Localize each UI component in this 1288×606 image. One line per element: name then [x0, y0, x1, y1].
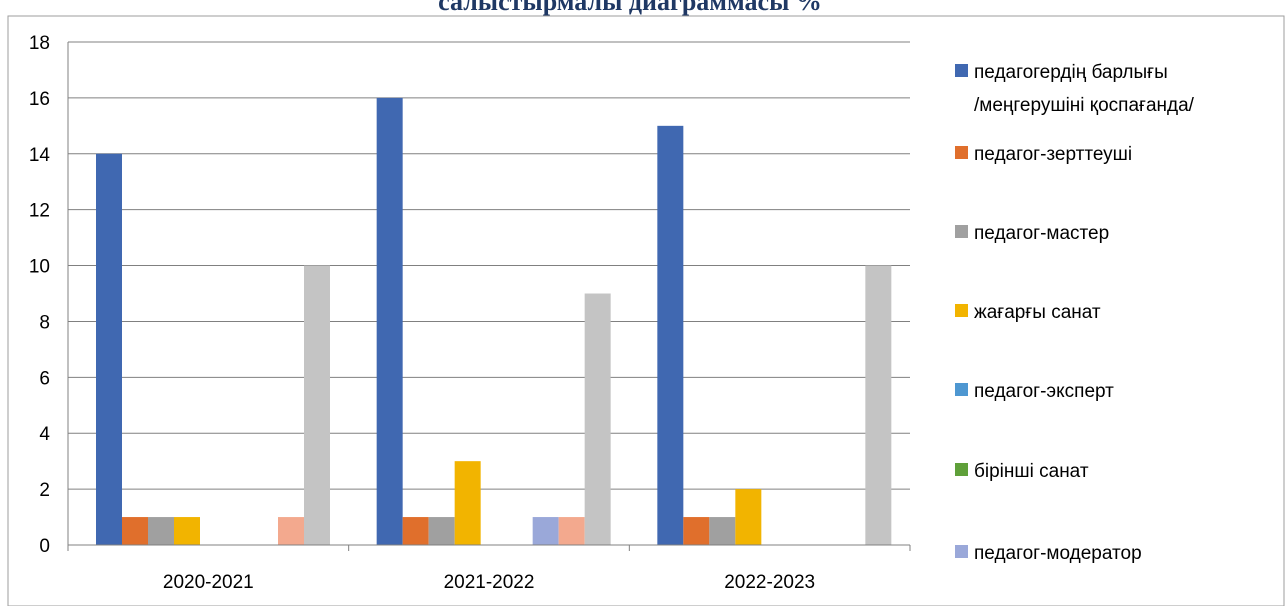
bar [558, 517, 585, 545]
bar [174, 517, 200, 545]
y-tick-label: 10 [29, 257, 50, 278]
legend-swatch [955, 545, 968, 558]
y-tick-label: 4 [39, 424, 50, 445]
bar [402, 517, 429, 545]
legend-label: педагог-эксперт [974, 381, 1114, 402]
bar [376, 97, 403, 545]
bar [278, 517, 304, 545]
y-tick-label: 2 [39, 480, 50, 501]
bar [148, 517, 174, 545]
bar [865, 265, 892, 545]
legend-swatch [955, 463, 968, 476]
legend-swatch [955, 146, 968, 159]
legend: педагогердің барлығы/меңгерушіні қоспаға… [955, 62, 1195, 564]
chart-title: салыстырмалы диаграммасы % [438, 0, 822, 16]
bar [709, 517, 736, 545]
legend-label: педагог-модератор [974, 543, 1142, 564]
bar [683, 517, 710, 545]
legend-label: педагогердің барлығы/меңгерушіні қоспаға… [974, 62, 1195, 116]
chart-frame [7, 15, 1285, 606]
legend-label: бірінші санат [974, 461, 1089, 482]
bar [96, 153, 122, 545]
gridlines [68, 41, 910, 490]
x-category-label: 2021-2022 [444, 572, 535, 593]
legend-swatch [955, 64, 968, 77]
bar [122, 517, 148, 545]
bar [657, 125, 684, 545]
legend-swatch [955, 383, 968, 396]
y-tick-label: 8 [39, 312, 50, 333]
bars [96, 97, 892, 545]
legend-label: педагог-зерттеуші [974, 144, 1132, 165]
y-axis-ticks: 0 2 4 6 8 10 12 14 16 18 [29, 33, 51, 557]
y-tick-label: 14 [29, 145, 51, 166]
bar [735, 489, 762, 545]
legend-label: педагог-мастер [974, 223, 1109, 244]
y-tick-label: 16 [29, 89, 50, 110]
bar [584, 293, 611, 545]
bar [428, 517, 455, 545]
legend-label: жағарғы санат [974, 302, 1101, 323]
y-tick-label: 12 [29, 201, 50, 222]
bar [304, 265, 330, 545]
bar [454, 461, 481, 545]
y-tick-label: 18 [29, 33, 50, 54]
bar [532, 517, 559, 545]
x-category-label: 2020-2021 [163, 572, 254, 593]
legend-swatch [955, 225, 968, 238]
y-tick-label: 0 [39, 536, 50, 557]
x-category-label: 2022-2023 [724, 572, 815, 593]
axes [67, 42, 911, 551]
y-tick-label: 6 [39, 368, 50, 389]
x-axis-categories: 2020-2021 2021-2022 2022-2023 [163, 572, 815, 593]
legend-swatch [955, 304, 968, 317]
